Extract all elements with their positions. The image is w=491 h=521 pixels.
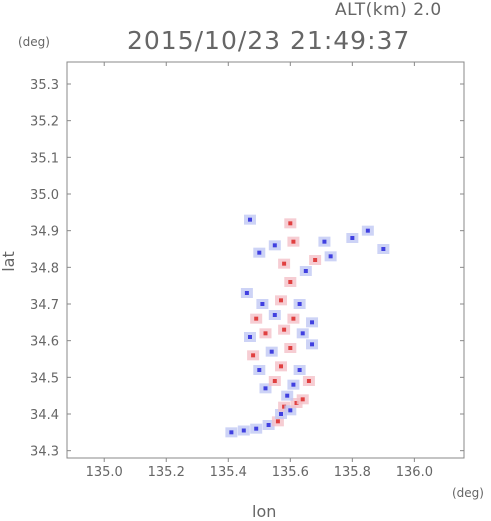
heat-cell: [229, 430, 234, 435]
heat-cell: [288, 280, 293, 284]
y-tick-label: 35.2: [30, 115, 59, 130]
heat-cell: [297, 368, 302, 372]
y-tick-label: 34.9: [30, 225, 59, 240]
x-axis-label: lon: [252, 502, 277, 521]
heat-cell: [241, 428, 246, 433]
heat-cell: [294, 401, 299, 405]
heat-cell: [282, 261, 287, 266]
y-tick-label: 35.1: [30, 151, 59, 166]
heat-cell: [297, 302, 302, 306]
heat-cell: [257, 368, 262, 372]
heat-cell: [300, 331, 305, 336]
heat-cell: [282, 327, 287, 332]
y-tick-label: 34.4: [30, 408, 59, 423]
heat-cell: [350, 236, 355, 240]
heat-cell: [288, 346, 293, 350]
x-tick-label: 135.8: [334, 465, 371, 480]
heat-cell: [303, 269, 308, 273]
y-unit-label: (deg): [18, 35, 50, 49]
heat-cell: [291, 239, 296, 244]
heat-cell: [365, 228, 370, 233]
cells-layer: [225, 214, 390, 438]
heat-cell: [285, 393, 290, 398]
heat-cell: [300, 397, 305, 402]
y-tick-label: 34.7: [30, 298, 59, 313]
heat-cell: [291, 382, 296, 387]
timestamp-title: 2015/10/23 21:49:37: [127, 26, 411, 55]
heat-cell: [288, 408, 293, 413]
heat-cell: [263, 386, 268, 391]
x-tick-label: 135.6: [272, 465, 309, 480]
heat-cell: [288, 221, 293, 226]
heat-cell: [282, 404, 287, 409]
y-tick-label: 35.0: [30, 188, 59, 203]
heat-cell: [381, 247, 386, 251]
heat-cell: [275, 419, 280, 424]
heat-cell: [272, 243, 277, 248]
heat-cell: [244, 291, 249, 295]
x-tick-label: 136.0: [396, 465, 433, 480]
heat-cell: [272, 313, 277, 317]
y-tick-label: 34.6: [30, 335, 59, 350]
y-tick-label: 34.5: [30, 371, 59, 386]
heat-cell: [310, 320, 315, 325]
heat-cell: [279, 364, 284, 369]
x-unit-label: (deg): [452, 486, 484, 500]
heat-cell: [257, 250, 262, 255]
heat-cell: [266, 423, 271, 427]
heat-cell: [272, 379, 277, 383]
heat-cell: [328, 254, 333, 259]
plot-frame: [66, 61, 465, 459]
x-tick-label: 135.4: [210, 465, 247, 480]
heat-cell: [279, 412, 284, 416]
heat-cell: [310, 342, 315, 347]
x-tick-label: 135.2: [148, 465, 185, 480]
heat-cell: [251, 353, 256, 358]
y-ticks-layer: 34.3 34.4 34.5 34.6 34.7 34.8 34.9 35.0 35.1 35.2…: [30, 78, 464, 460]
heat-cell: [247, 217, 252, 222]
heat-cell: [291, 316, 296, 321]
x-tick-label: 135.0: [86, 465, 123, 480]
heat-cell: [269, 349, 274, 354]
heat-cell: [254, 316, 259, 321]
heat-cell: [306, 379, 311, 383]
heat-cell: [263, 331, 268, 336]
heat-cell: [247, 335, 252, 339]
heat-cell: [322, 239, 327, 244]
x-ticks-layer: 135.0 135.2 135.4 135.6 135.8 136.0: [86, 62, 433, 480]
altitude-label: ALT(km) 2.0: [335, 0, 442, 20]
y-tick-label: 35.3: [30, 78, 59, 93]
heat-cell: [279, 298, 284, 303]
heat-cell: [313, 258, 318, 262]
y-tick-label: 34.8: [30, 261, 59, 276]
y-tick-label: 34.3: [30, 445, 59, 460]
heat-cell: [254, 426, 259, 431]
heat-cell: [260, 302, 265, 306]
